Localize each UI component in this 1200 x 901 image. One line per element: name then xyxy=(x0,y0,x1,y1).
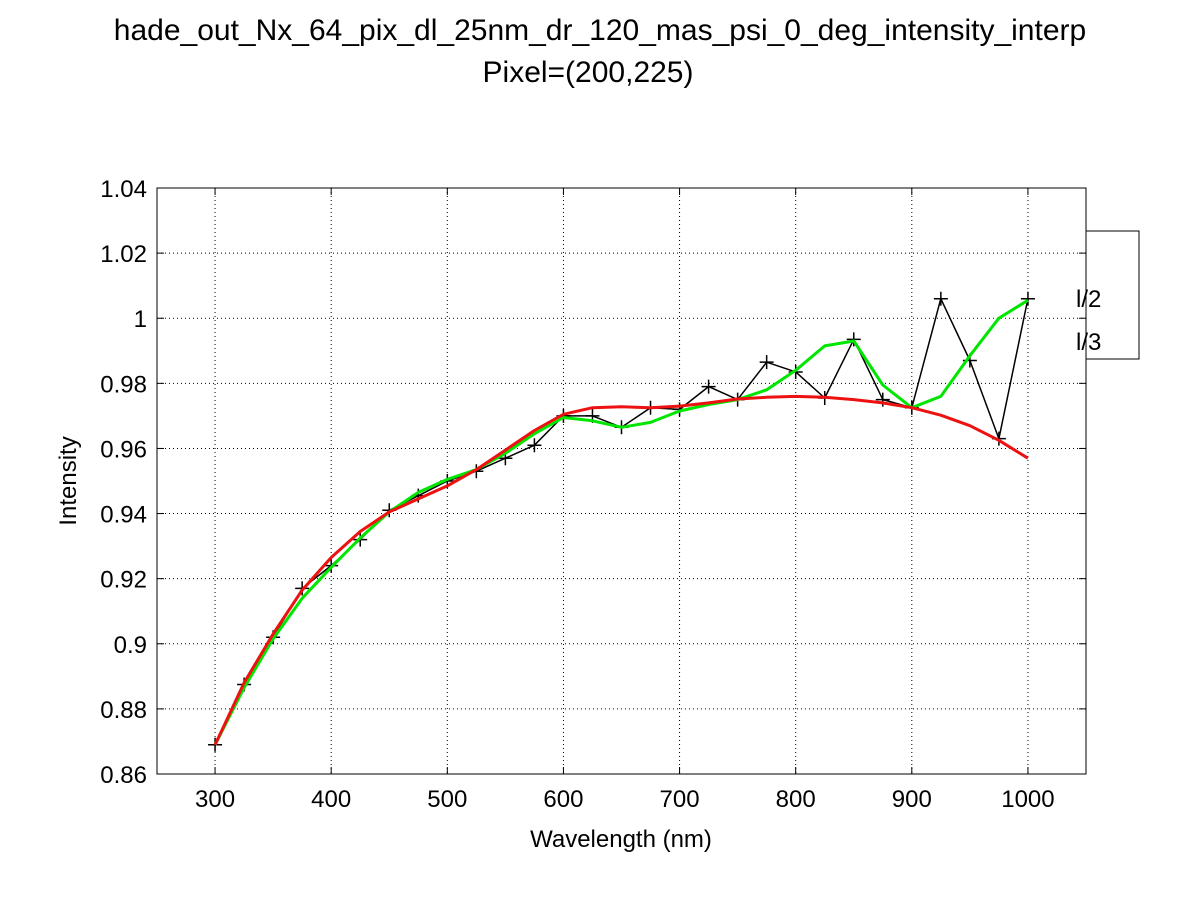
x-tick-label: 800 xyxy=(776,786,816,813)
legend-entry-2: l/3 xyxy=(1076,329,1101,356)
x-tick-label: 400 xyxy=(311,786,351,813)
series-layer xyxy=(208,291,1035,752)
y-tick-label: 1 xyxy=(134,306,147,333)
x-axis-label: Wavelength (nm) xyxy=(530,826,712,853)
grid-lines xyxy=(157,187,1086,775)
y-tick-label: 0.86 xyxy=(100,762,147,789)
data-point-marker xyxy=(846,332,861,347)
x-tick-label: 1000 xyxy=(1001,786,1054,813)
y-axis-label: Intensity xyxy=(55,436,82,525)
y-tick-label: 0.96 xyxy=(100,436,147,463)
y-tick-label: 0.98 xyxy=(100,371,147,398)
plot-area-frame xyxy=(156,187,1087,775)
series-line-1 xyxy=(214,297,1029,746)
x-tick-label: 700 xyxy=(660,786,700,813)
chart-title-line1: hade_out_Nx_64_pix_dl_25nm_dr_120_mas_ps… xyxy=(114,14,1086,47)
series-line-3 xyxy=(213,394,1029,746)
x-tick-label: 900 xyxy=(892,786,932,813)
axis-ticks: 300 400 500 600 700 800 900 1000 0.86 0.88 0.9 0.92… xyxy=(100,176,1086,813)
series-line-2 xyxy=(213,299,1029,746)
x-tick-label: 500 xyxy=(427,786,467,813)
legend-entry-1: l/2 xyxy=(1076,286,1101,313)
y-tick-label: 1.02 xyxy=(100,241,147,268)
y-tick-label: 0.94 xyxy=(100,502,147,529)
y-tick-label: 0.88 xyxy=(100,697,147,724)
data-point-marker xyxy=(527,438,542,453)
data-point-marker xyxy=(1020,291,1035,306)
data-point-marker xyxy=(933,291,948,306)
chart-title-line2: Pixel=(200,225) xyxy=(483,56,694,89)
data-point-marker xyxy=(701,379,716,394)
x-tick-label: 600 xyxy=(543,786,583,813)
data-point-marker xyxy=(208,737,223,752)
y-tick-label: 0.92 xyxy=(100,567,147,594)
y-tick-label: 0.9 xyxy=(114,632,147,659)
data-point-marker xyxy=(759,355,774,370)
x-tick-label: 300 xyxy=(195,786,235,813)
legend-box: l/2 l/3 xyxy=(1076,230,1140,360)
y-tick-label: 1.04 xyxy=(100,176,147,203)
